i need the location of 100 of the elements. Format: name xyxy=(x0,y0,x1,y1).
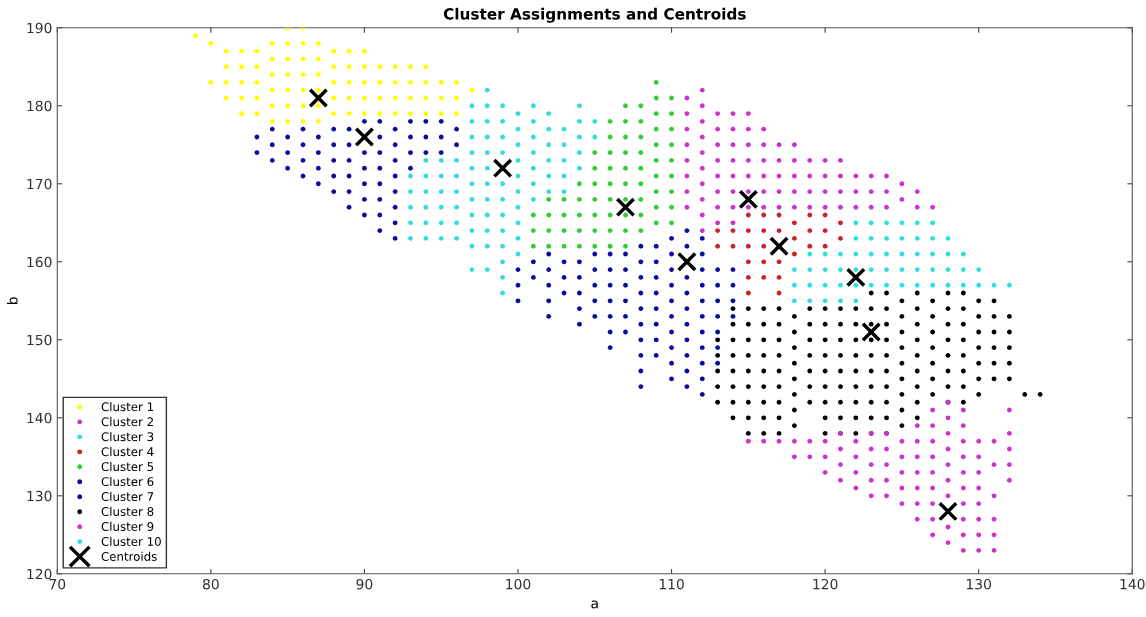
point xyxy=(776,259,782,265)
point xyxy=(807,243,813,249)
point xyxy=(745,212,751,218)
y-axis-title: b xyxy=(6,297,18,304)
point xyxy=(715,228,721,233)
point xyxy=(792,235,797,241)
point xyxy=(930,220,936,226)
x-tick-label: 130 xyxy=(966,578,992,590)
point xyxy=(807,298,813,304)
point xyxy=(914,235,920,241)
point xyxy=(930,267,936,272)
y-tick-label: 190 xyxy=(27,22,52,34)
y-tick-label: 140 xyxy=(27,412,52,424)
point xyxy=(960,282,966,288)
point xyxy=(853,298,859,304)
legend-label: Cluster 7 xyxy=(101,491,154,502)
point xyxy=(807,212,813,218)
point xyxy=(822,298,828,304)
point xyxy=(884,267,889,272)
point xyxy=(930,235,936,241)
point xyxy=(868,267,874,272)
x-tick-label: 90 xyxy=(356,578,373,590)
point xyxy=(960,251,966,257)
point xyxy=(492,158,513,179)
point xyxy=(853,220,859,226)
legend-label: Cluster 6 xyxy=(101,476,154,487)
point xyxy=(960,267,966,272)
point xyxy=(807,267,813,272)
point xyxy=(761,243,767,249)
legend-label: Cluster 10 xyxy=(101,536,161,546)
point xyxy=(845,267,866,288)
y-tick-label: 120 xyxy=(27,568,52,580)
point xyxy=(807,282,813,288)
point xyxy=(899,267,905,272)
point xyxy=(792,298,797,304)
legend-label: Cluster 2 xyxy=(101,417,153,427)
y-tick-label: 160 xyxy=(27,256,52,268)
point xyxy=(868,235,874,241)
point xyxy=(976,267,982,272)
point xyxy=(899,220,905,226)
point xyxy=(976,282,982,288)
x-tick-label: 100 xyxy=(506,578,531,590)
point xyxy=(838,282,843,288)
y-tick-label: 130 xyxy=(27,490,52,502)
legend-label: Cluster 4 xyxy=(101,446,154,457)
point xyxy=(868,282,874,288)
point xyxy=(884,282,889,288)
legend-label: Centroids xyxy=(101,551,157,561)
point xyxy=(715,243,721,249)
point xyxy=(838,235,843,241)
x-axis-title: a xyxy=(591,600,598,609)
point xyxy=(761,228,767,233)
point xyxy=(308,88,329,108)
point xyxy=(761,212,767,218)
y-tick-label: 180 xyxy=(27,100,52,112)
point xyxy=(769,236,790,257)
y-tick-label: 170 xyxy=(27,178,52,190)
point xyxy=(792,282,797,288)
point xyxy=(838,220,843,226)
point xyxy=(792,267,797,272)
point xyxy=(807,228,813,233)
x-tick-label: 140 xyxy=(1120,578,1145,590)
point xyxy=(792,220,797,226)
point xyxy=(615,197,636,218)
point xyxy=(745,259,751,265)
legend-label: Cluster 8 xyxy=(101,506,154,516)
point xyxy=(807,251,813,257)
point xyxy=(761,259,767,265)
x-tick-label: 70 xyxy=(49,578,66,590)
x-tick-label: 120 xyxy=(813,578,838,590)
point xyxy=(745,243,751,249)
point xyxy=(930,282,936,288)
chart-title: Cluster Assignments and Centroids xyxy=(443,7,746,23)
point xyxy=(838,298,843,304)
legend-label: Cluster 9 xyxy=(101,521,154,531)
y-tick-label: 150 xyxy=(27,334,52,346)
point xyxy=(884,220,889,226)
point xyxy=(938,501,958,522)
legend-label: Cluster 3 xyxy=(101,432,154,442)
point xyxy=(745,228,751,233)
point xyxy=(853,282,859,288)
legend-label: Cluster 1 xyxy=(101,402,154,412)
x-tick-label: 80 xyxy=(202,578,219,590)
point xyxy=(884,235,889,241)
point xyxy=(761,274,767,280)
point xyxy=(838,267,843,272)
point xyxy=(1006,282,1012,288)
point xyxy=(914,251,920,257)
point xyxy=(914,282,920,288)
legend-label: Cluster 5 xyxy=(101,461,154,472)
point xyxy=(745,274,751,280)
point xyxy=(354,127,375,147)
point xyxy=(914,220,920,226)
point xyxy=(853,235,859,241)
point xyxy=(676,251,697,272)
point xyxy=(738,189,759,210)
point xyxy=(914,267,920,272)
point xyxy=(899,235,905,241)
x-tick-label: 110 xyxy=(659,578,684,590)
point xyxy=(861,322,882,342)
